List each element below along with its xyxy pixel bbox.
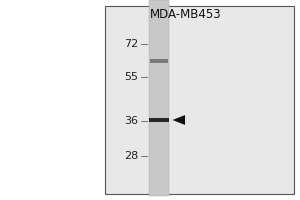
Text: 72: 72 [124,39,138,49]
Polygon shape [172,115,185,125]
FancyBboxPatch shape [150,59,168,63]
Text: 36: 36 [124,116,138,126]
Text: 28: 28 [124,151,138,161]
Text: MDA-MB453: MDA-MB453 [150,8,222,21]
FancyBboxPatch shape [105,6,294,194]
Text: 55: 55 [124,72,138,82]
FancyBboxPatch shape [149,118,169,122]
FancyBboxPatch shape [148,0,170,196]
